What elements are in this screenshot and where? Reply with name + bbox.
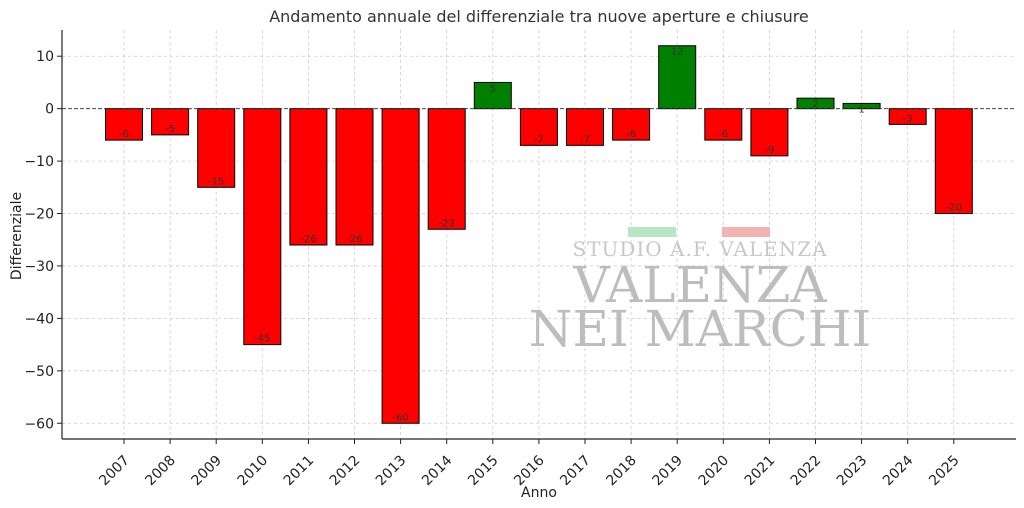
bar-2015: [473, 81, 512, 110]
y-axis-label: Differenziale: [9, 192, 25, 280]
bar-2025: [934, 108, 973, 215]
bar-2024: [888, 108, 927, 125]
bar-value-label: -6: [119, 129, 129, 140]
x-tick-label: 2013: [373, 453, 410, 490]
y-axis-ticks: 10 0 −10 −20 −30 −40 −50 −60: [24, 49, 62, 432]
y-tick-label: −40: [24, 311, 54, 327]
watermark-valenza-text: VALENZA: [572, 256, 827, 314]
bar-2010: [243, 108, 282, 346]
bar-2009: [197, 108, 236, 188]
bar-2013: [381, 108, 420, 424]
watermark-marchi-text: NEI MARCHI: [529, 300, 871, 358]
bar-value-label: -9: [764, 145, 774, 156]
bar-2012: [335, 108, 374, 246]
x-tick-label: 2019: [650, 453, 687, 490]
bar-value-label: 1: [858, 104, 864, 115]
x-tick-label: 2008: [142, 453, 179, 490]
bar-2019: [658, 45, 697, 110]
x-axis-ticks: 2007 2008 2009 2010 2011 2012 2013 2014 2015 2016…: [96, 439, 963, 490]
bar-value-label: -20: [946, 203, 962, 214]
x-tick-label: 2021: [742, 453, 779, 490]
x-tick-label: 2009: [189, 453, 226, 490]
watermark-flag-green: [628, 227, 676, 237]
bar-value-label: -60: [392, 412, 408, 423]
x-tick-label: 2007: [96, 453, 133, 490]
bar-value-label: -7: [580, 134, 590, 145]
y-tick-label: 10: [36, 49, 54, 65]
y-tick-label: −30: [24, 259, 54, 275]
bar-value-label: -45: [254, 334, 270, 345]
x-tick-label: 2025: [926, 453, 963, 490]
x-axis-label: Anno: [521, 485, 557, 501]
bar-value-label: -26: [346, 234, 362, 245]
bar-2018: [612, 108, 651, 141]
bar-2020: [704, 108, 743, 141]
x-tick-label: 2016: [511, 452, 548, 489]
x-tick-label: 2024: [880, 452, 917, 489]
x-tick-label: 2012: [327, 453, 364, 490]
bar-value-label: -23: [439, 218, 455, 229]
x-tick-label: 2014: [419, 452, 456, 489]
bar-value-label: 5: [490, 83, 496, 94]
bar-2014: [427, 108, 466, 230]
x-tick-label: 2010: [235, 453, 272, 490]
x-tick-label: 2020: [696, 453, 733, 490]
x-tick-label: 2018: [603, 453, 640, 490]
bar-value-label: -7: [534, 134, 544, 145]
y-tick-label: −10: [24, 154, 54, 170]
y-tick-label: −20: [24, 207, 54, 223]
bar-2007: [105, 108, 143, 141]
y-tick-label: −60: [24, 416, 54, 432]
bar-labels: -6 -5 -15 -45 -26 -26 -60 -23 5 -7 -7 -6 12 -6 -9 2 1 -3 -…: [119, 47, 962, 424]
bar-value-label: -26: [300, 234, 316, 245]
x-tick-label: 2015: [465, 453, 502, 490]
bar-2011: [289, 108, 328, 246]
x-tick-label: 2011: [281, 453, 318, 490]
watermark: STUDIO A.F. VALENZA VALENZA NEI MARCHI: [529, 227, 871, 358]
grid-lines: [62, 30, 1016, 439]
bar-value-label: -6: [718, 129, 728, 140]
x-tick-label: 2023: [834, 453, 871, 490]
x-tick-label: 2017: [557, 453, 594, 490]
bar-value-label: -15: [208, 176, 224, 187]
bars: [105, 45, 973, 424]
bar-value-label: 12: [671, 47, 684, 58]
watermark-studio-text: STUDIO A.F. VALENZA: [572, 237, 827, 261]
x-tick-label: 2022: [788, 453, 825, 490]
bar-2017: [566, 108, 604, 146]
bar-2021: [750, 108, 789, 157]
y-tick-label: 0: [45, 102, 54, 118]
bar-value-label: 2: [812, 99, 818, 110]
bar-value-label: -3: [903, 113, 913, 124]
bar-value-label: -5: [165, 124, 175, 135]
bar-value-label: -6: [626, 129, 636, 140]
watermark-flag-red: [722, 227, 770, 237]
y-tick-label: −50: [24, 364, 54, 380]
chart-title: Andamento annuale del differenziale tra …: [269, 7, 809, 26]
